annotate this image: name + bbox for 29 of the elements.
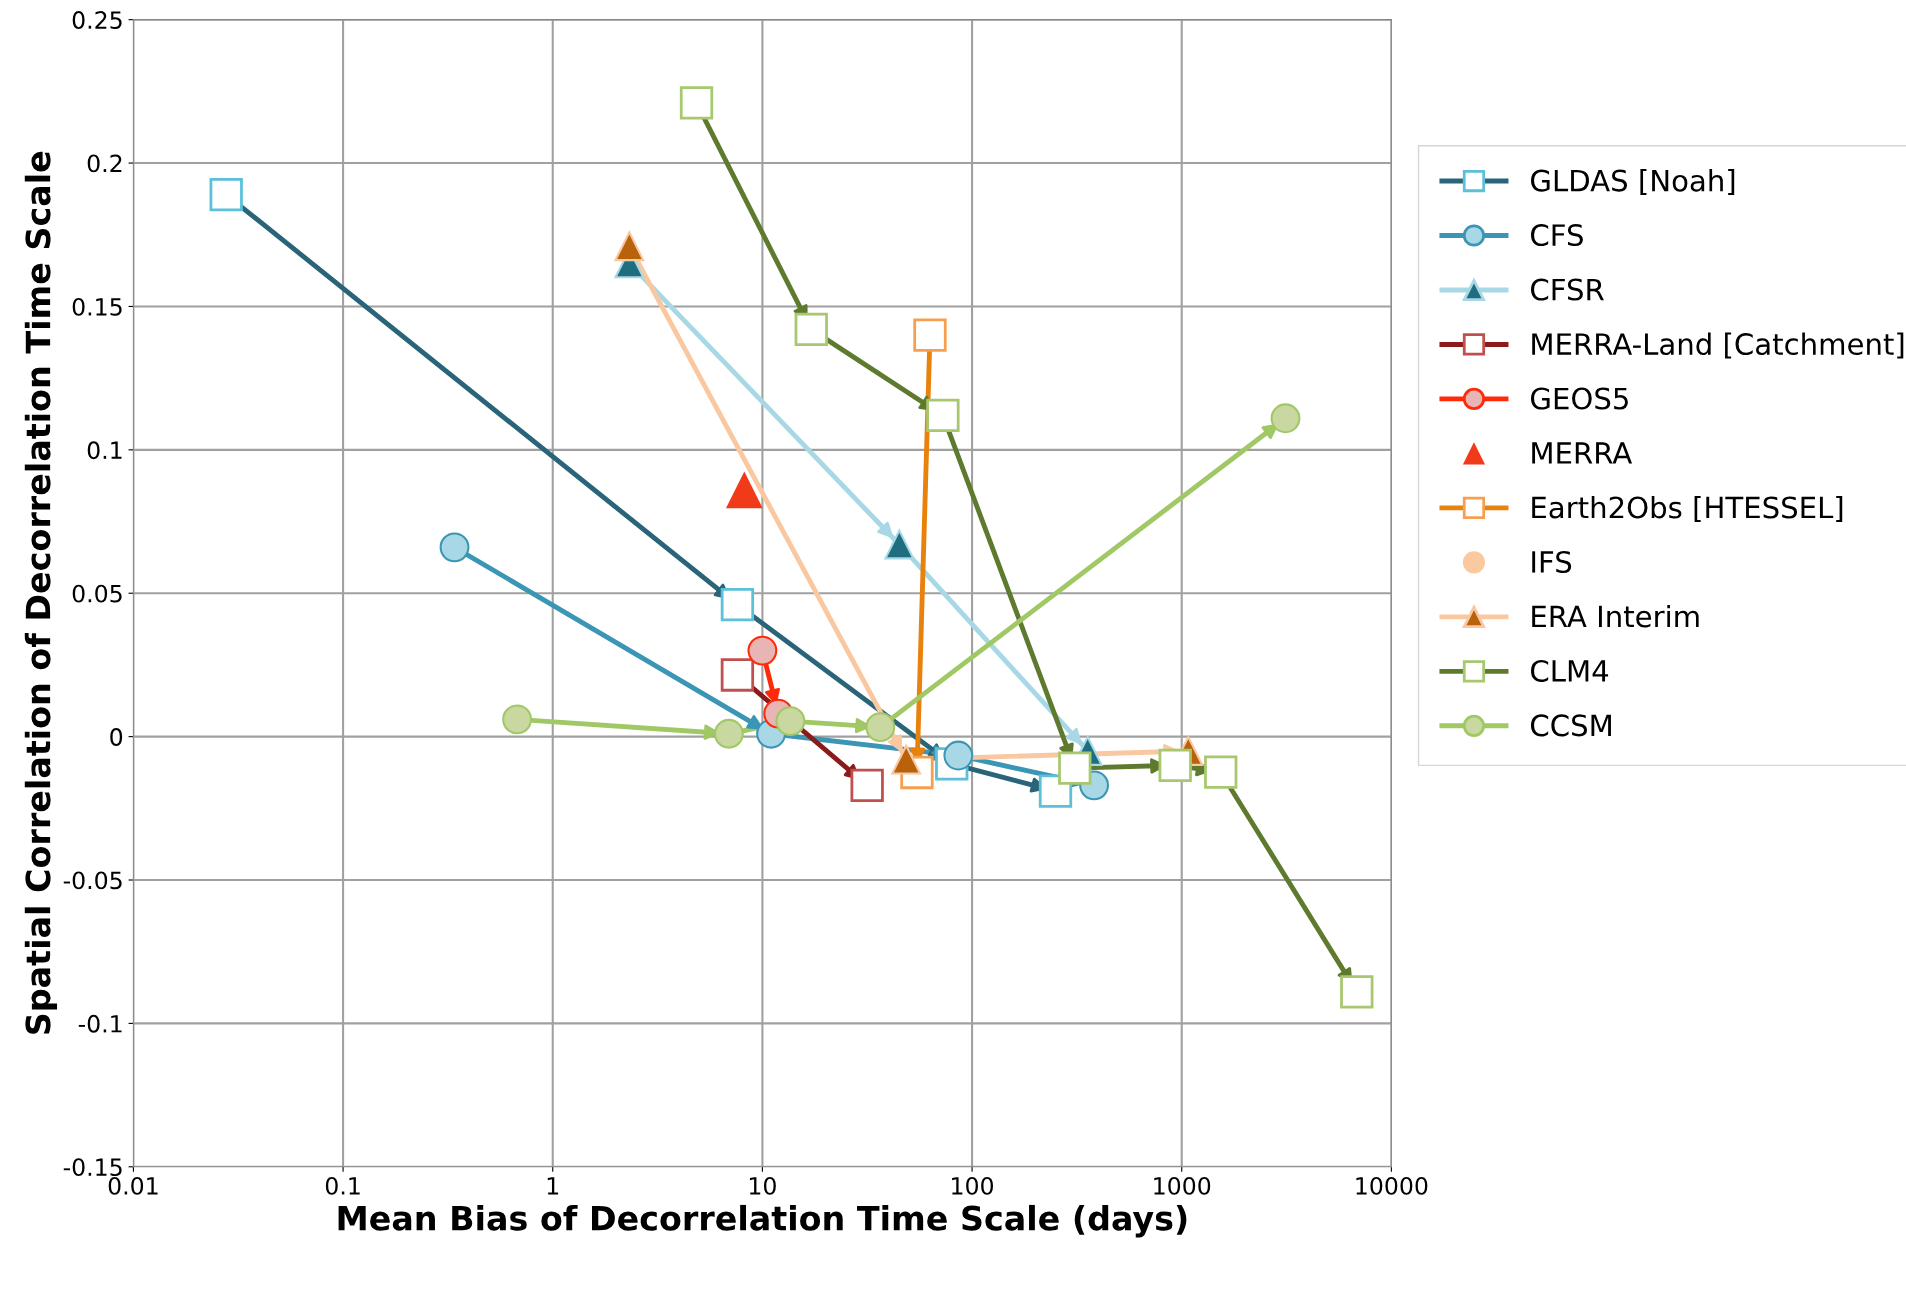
y-tick-label: 0.1: [87, 441, 122, 460]
legend-label: GEOS5: [1531, 387, 1628, 410]
x-tick-label: 10000: [1356, 1176, 1428, 1195]
legend-label: CCSM: [1531, 714, 1611, 737]
x-axis-title: Mean Bias of Decorrelation Time Scale (days): [338, 1204, 1187, 1238]
y-tick-label: 0.15: [72, 297, 122, 316]
y-tick-label: -0.15: [63, 1158, 122, 1177]
legend-label: MERRA: [1532, 442, 1633, 464]
legend-label: CFS: [1531, 224, 1583, 247]
x-tick-label: 0.1: [325, 1176, 360, 1195]
x-tick-label: 1000: [1154, 1176, 1211, 1195]
legend-label: Earth2Obs [HTESSEL]: [1532, 495, 1843, 522]
legend-label: ERA Interim: [1532, 604, 1699, 628]
x-tick-label: 10: [749, 1176, 776, 1195]
y-tick-label: 0.05: [72, 584, 122, 603]
y-axis-title: Spatial Correlation of Decorrelation Time Scale: [24, 151, 58, 1034]
x-tick-label: 100: [952, 1176, 994, 1195]
legend-label: CLM4: [1531, 659, 1609, 682]
y-tick-label: 0.2: [87, 154, 122, 173]
y-tick-label: -0.1: [78, 1014, 122, 1033]
legend-label: GLDAS [Noah]: [1531, 169, 1735, 196]
y-tick-label: 0.25: [72, 11, 122, 29]
legend-label: IFS: [1532, 550, 1572, 573]
y-tick-label: 0: [110, 728, 123, 746]
x-tick-label: 0.01: [108, 1176, 158, 1195]
legend-label: MERRA-Land [Catchment]: [1532, 332, 1904, 359]
legend-label: CFSR: [1531, 278, 1604, 301]
y-tick-label: -0.05: [63, 871, 122, 890]
x-tick-label: 1: [547, 1177, 559, 1195]
